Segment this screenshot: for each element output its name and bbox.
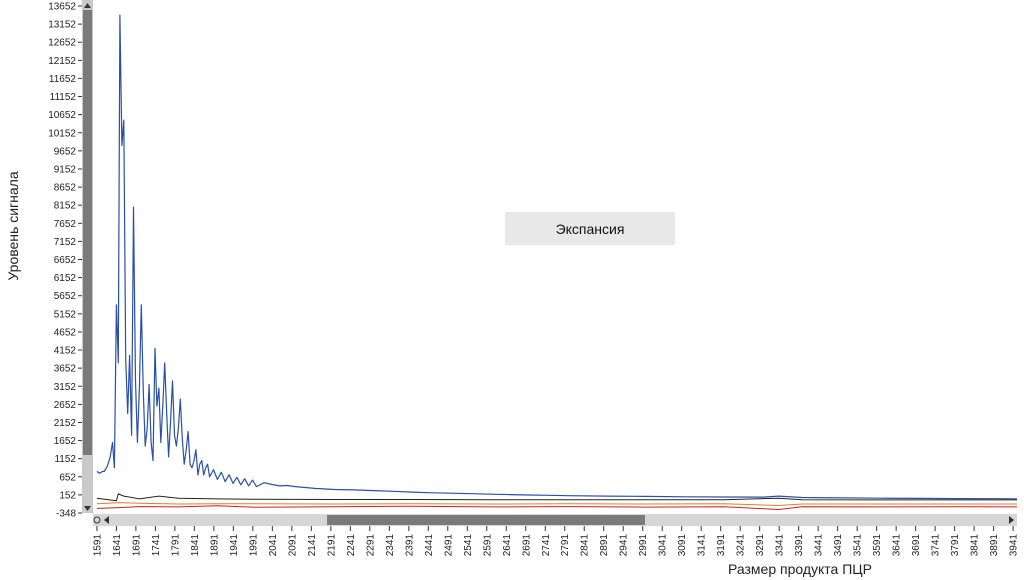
x-tick-label: 2141 xyxy=(307,534,318,557)
x-tick-label: 2041 xyxy=(268,534,279,557)
y-tick-label: 652 xyxy=(59,472,76,483)
y-tick-label: 10652 xyxy=(48,110,76,121)
y-tick-label: 12652 xyxy=(48,38,76,49)
x-tick-label: 3541 xyxy=(853,534,864,557)
series-lines xyxy=(96,14,1018,510)
x-tick-label: 1641 xyxy=(112,534,123,557)
y-tick-label: 2652 xyxy=(54,400,77,411)
legend-label-expansion: Экспансия xyxy=(505,212,675,245)
x-axis-title: Размер продукта ПЦР xyxy=(728,561,872,577)
x-tick-label: 3091 xyxy=(677,534,688,557)
x-tick-label: 2441 xyxy=(424,534,435,557)
y-tick-label: 8652 xyxy=(54,183,77,194)
x-tick-label: 2091 xyxy=(287,534,298,557)
x-tick-label: 2841 xyxy=(580,534,591,557)
x-tick-label: 3691 xyxy=(911,534,922,557)
x-tick-label: 2691 xyxy=(521,534,532,557)
x-tick-label: 2241 xyxy=(346,534,357,557)
x-tick-label: 3891 xyxy=(989,534,1000,557)
x-tick-label: 2791 xyxy=(560,534,571,557)
y-tick-label: 12152 xyxy=(48,56,76,67)
y-tick-label: 152 xyxy=(59,490,76,501)
x-tick-label: 3391 xyxy=(794,534,805,557)
x-tick-label: 2341 xyxy=(385,534,396,557)
y-tick-label: 7652 xyxy=(54,219,77,230)
y-tick-label: 10152 xyxy=(48,128,76,139)
y-tick-label: 4152 xyxy=(54,346,77,357)
y-axis-title: Уровень сигнала xyxy=(5,171,21,280)
y-axis-ticks: 13652 13152 12652 12152 11652 11152 10652 10152… xyxy=(48,2,82,520)
x-tick-label: 2941 xyxy=(619,534,630,557)
x-tick-label: 3791 xyxy=(950,534,961,557)
scroll-home-icon[interactable] xyxy=(93,516,101,524)
horizontal-scrollbar[interactable] xyxy=(93,514,1017,526)
x-tick-label: 3941 xyxy=(1009,534,1020,557)
x-tick-label: 3591 xyxy=(872,534,883,557)
x-tick-label: 3291 xyxy=(755,534,766,557)
x-tick-label: 3491 xyxy=(833,534,844,557)
y-tick-label: 1152 xyxy=(54,454,76,465)
series-line-2 xyxy=(96,493,1017,502)
x-tick-label: 3141 xyxy=(697,534,708,557)
x-tick-label: 2891 xyxy=(599,534,610,557)
x-tick-label: 3741 xyxy=(931,534,942,557)
series-line-4 xyxy=(96,505,1018,510)
y-tick-label: 5652 xyxy=(54,291,77,302)
y-tick-label: -348 xyxy=(56,509,76,520)
x-tick-label: 1691 xyxy=(131,534,142,557)
vertical-scrollbar[interactable] xyxy=(82,0,93,513)
y-tick-label: 11652 xyxy=(49,74,77,85)
y-tick-label: 9652 xyxy=(54,146,77,157)
x-tick-label: 3241 xyxy=(736,534,747,557)
x-tick-label: 2541 xyxy=(463,534,474,557)
x-tick-label: 2641 xyxy=(502,534,513,557)
x-tick-label: 1941 xyxy=(229,534,240,557)
x-tick-label: 3041 xyxy=(658,534,669,557)
y-tick-label: 6652 xyxy=(54,255,77,266)
series-line-1 xyxy=(96,14,1018,500)
x-tick-label: 2391 xyxy=(404,534,415,557)
y-tick-label: 13152 xyxy=(48,20,76,31)
x-tick-label: 3441 xyxy=(814,534,825,557)
y-tick-label: 9152 xyxy=(54,164,77,175)
plot-frame xyxy=(93,0,1017,513)
y-tick-label: 1652 xyxy=(54,436,77,447)
scroll-left-arrow-icon[interactable] xyxy=(104,516,109,524)
x-tick-label: 1991 xyxy=(248,534,259,557)
scroll-right-arrow-icon[interactable] xyxy=(1009,516,1014,524)
y-tick-label: 8152 xyxy=(54,201,77,212)
y-tick-label: 11152 xyxy=(50,92,77,103)
y-tick-label: 3652 xyxy=(54,364,77,375)
y-tick-label: 2152 xyxy=(54,418,77,429)
x-tick-label: 2741 xyxy=(541,534,552,557)
y-tick-label: 3152 xyxy=(54,382,77,393)
x-tick-label: 2291 xyxy=(365,534,376,557)
x-tick-label: 2491 xyxy=(443,534,454,557)
x-tick-label: 2591 xyxy=(482,534,493,557)
x-axis-ticks: 1591 1641 1691 1741 1791 1841 1891 1941 1991 2041… xyxy=(92,526,1020,557)
x-tick-label: 1891 xyxy=(209,534,220,557)
x-tick-label: 3641 xyxy=(892,534,903,557)
x-tick-label: 3341 xyxy=(775,534,786,557)
x-tick-label: 3191 xyxy=(716,534,727,557)
scroll-down-arrow-icon[interactable] xyxy=(84,506,91,511)
x-tick-label: 1591 xyxy=(92,534,103,557)
series-line-3 xyxy=(96,502,1017,506)
scroll-up-arrow-icon[interactable] xyxy=(84,3,91,8)
x-tick-label: 2191 xyxy=(326,534,337,557)
y-tick-label: 5152 xyxy=(54,309,77,320)
x-tick-label: 2991 xyxy=(638,534,649,557)
x-tick-label: 1741 xyxy=(151,534,162,557)
x-tick-label: 1791 xyxy=(170,534,181,557)
x-tick-label: 1841 xyxy=(190,534,201,557)
y-tick-label: 13652 xyxy=(48,2,76,13)
horizontal-scrollbar-thumb[interactable] xyxy=(327,515,645,525)
y-tick-label: 4652 xyxy=(54,327,77,338)
y-tick-label: 7152 xyxy=(54,237,77,248)
x-tick-label: 3841 xyxy=(970,534,981,557)
vertical-scrollbar-thumb[interactable] xyxy=(83,10,92,455)
y-tick-label: 6152 xyxy=(54,273,77,284)
